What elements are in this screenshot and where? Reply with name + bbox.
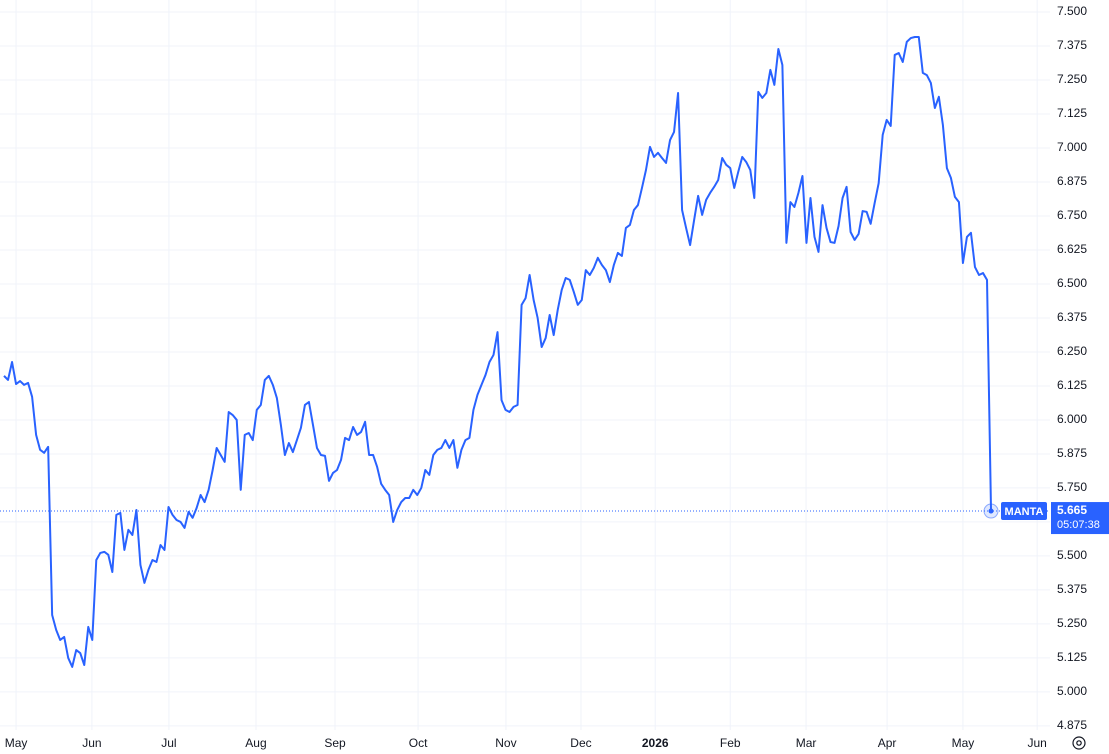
- y-tick-label: 7.375: [1057, 38, 1087, 52]
- x-tick-label: Jul: [161, 736, 176, 750]
- x-tick-label: Mar: [796, 736, 817, 750]
- y-tick-label: 5.875: [1057, 446, 1087, 460]
- y-tick-label: 7.250: [1057, 72, 1087, 86]
- y-tick-label: 6.750: [1057, 208, 1087, 222]
- y-tick-label: 7.500: [1057, 4, 1087, 18]
- y-tick-label: 6.625: [1057, 242, 1087, 256]
- y-tick-label: 6.250: [1057, 344, 1087, 358]
- y-tick-label: 5.750: [1057, 480, 1087, 494]
- x-tick-label: May: [5, 736, 28, 750]
- y-tick-label: 7.125: [1057, 106, 1087, 120]
- last-price-label: 5.665: [1057, 503, 1087, 517]
- grid: [0, 0, 1050, 730]
- x-tick-label: Oct: [409, 736, 428, 750]
- y-tick-label: 7.000: [1057, 140, 1087, 154]
- y-tick-label: 5.500: [1057, 548, 1087, 562]
- price-badge: [1051, 502, 1109, 535]
- gear-hub[interactable]: [1076, 740, 1082, 746]
- x-tick-label: 2026: [642, 736, 669, 750]
- x-tick-label: Jun: [1027, 736, 1046, 750]
- y-tick-label: 6.125: [1057, 378, 1087, 392]
- y-tick-label: 5.000: [1057, 684, 1087, 698]
- symbol-badge: [1001, 502, 1047, 521]
- plot: [0, 35, 1050, 668]
- y-tick-label: 5.375: [1057, 582, 1087, 596]
- x-tick-label: May: [952, 736, 975, 750]
- x-tick-label: Sep: [324, 736, 346, 750]
- symbol-label: MANTA: [1005, 506, 1044, 518]
- x-tick-label: Nov: [495, 736, 516, 750]
- price-line: [3, 35, 993, 668]
- x-tick-label: Dec: [570, 736, 591, 750]
- y-tick-label: 6.875: [1057, 174, 1087, 188]
- settings-icon[interactable]: [1072, 736, 1086, 750]
- x-tick-label: Feb: [720, 736, 741, 750]
- y-tick-label: 6.375: [1057, 310, 1087, 324]
- y-tick-label: 5.125: [1057, 650, 1087, 664]
- x-tick-label: Apr: [878, 736, 897, 750]
- y-tick-label: 6.000: [1057, 412, 1087, 426]
- y-tick-label: 6.500: [1057, 276, 1087, 290]
- gear[interactable]: [1072, 736, 1086, 750]
- countdown-label: 05:07:38: [1057, 519, 1100, 531]
- axes: 4.8755.0005.1255.2505.3755.5005.6255.750…: [5, 4, 1109, 750]
- x-tick-label: Jun: [82, 736, 101, 750]
- last-point: [988, 508, 994, 514]
- y-tick-label: 5.250: [1057, 616, 1087, 630]
- x-tick-label: Aug: [245, 736, 266, 750]
- y-tick-label: 4.875: [1057, 718, 1087, 732]
